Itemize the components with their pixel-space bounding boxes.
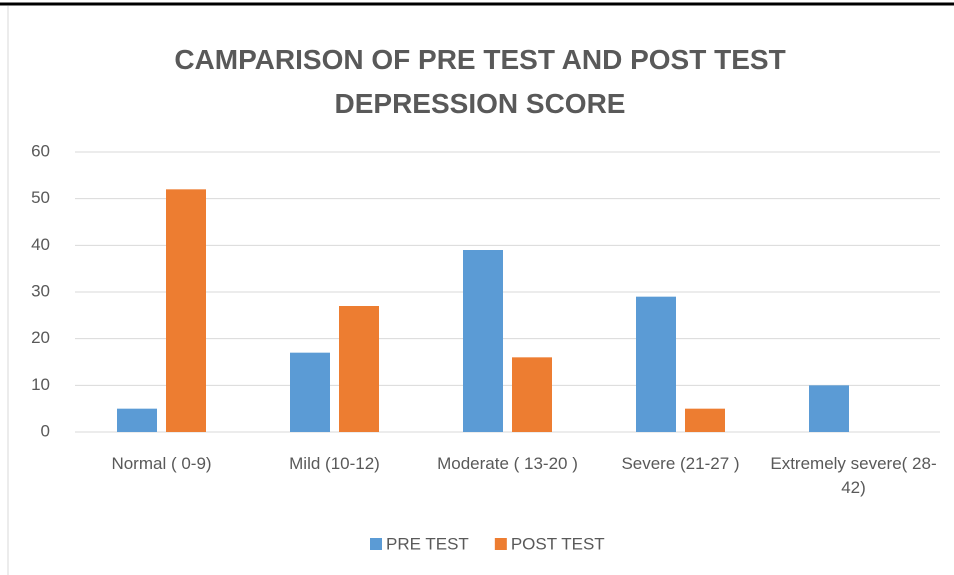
bar <box>809 385 849 432</box>
bar <box>512 357 552 432</box>
legend-swatch <box>494 538 507 550</box>
bar <box>339 306 379 432</box>
legend-label: POST TEST <box>511 534 605 553</box>
bar <box>290 352 330 432</box>
x-tick-label: Mild (10-12) <box>289 454 380 473</box>
y-tick-label: 10 <box>31 375 50 394</box>
y-tick-label: 50 <box>31 188 50 207</box>
bar <box>685 408 725 432</box>
x-tick-label: Moderate ( 13-20 ) <box>437 454 578 473</box>
x-tick-label: Extremely severe( 28-42) <box>770 454 937 497</box>
y-tick-label: 20 <box>31 328 50 347</box>
bar <box>636 296 676 432</box>
bar <box>166 189 206 432</box>
x-tick-label: Normal ( 0-9) <box>111 454 212 473</box>
y-tick-label: 60 <box>31 141 50 160</box>
bar <box>117 408 157 432</box>
x-tick-label: Severe (21-27 ) <box>621 454 740 473</box>
legend-swatch <box>370 538 382 550</box>
legend-label: PRE TEST <box>386 534 469 553</box>
chart-title: CAMPARISON OF PRE TEST AND POST TEST DEP… <box>174 44 786 119</box>
y-tick-label: 30 <box>31 281 50 300</box>
bar <box>463 250 503 432</box>
y-tick-label: 0 <box>41 421 50 440</box>
y-tick-label: 40 <box>31 235 50 254</box>
